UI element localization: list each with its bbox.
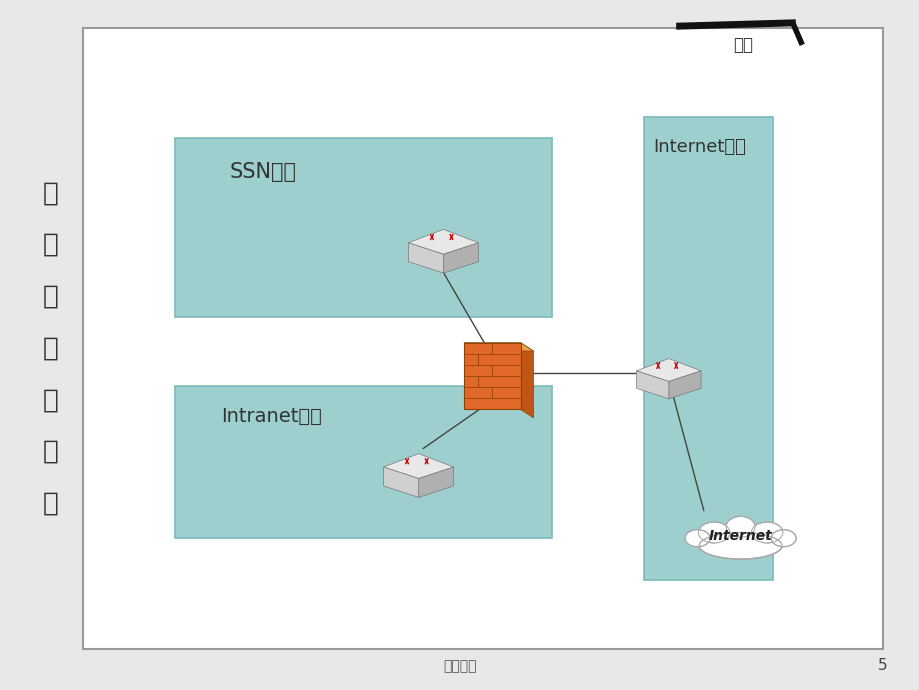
Polygon shape xyxy=(636,371,668,399)
Ellipse shape xyxy=(698,533,781,559)
Polygon shape xyxy=(383,453,453,478)
Text: Internet: Internet xyxy=(708,529,772,543)
Ellipse shape xyxy=(709,524,771,549)
Text: 验: 验 xyxy=(42,232,59,258)
Bar xyxy=(643,117,772,580)
Text: Intranet区域: Intranet区域 xyxy=(221,407,322,426)
Text: 大门: 大门 xyxy=(732,36,753,54)
Polygon shape xyxy=(408,229,478,254)
Text: 软件硬件: 软件硬件 xyxy=(443,659,476,673)
Text: 分: 分 xyxy=(42,335,59,362)
Bar xyxy=(175,138,551,317)
Ellipse shape xyxy=(770,530,795,546)
Polygon shape xyxy=(443,243,478,273)
Polygon shape xyxy=(520,343,533,418)
Text: 情: 情 xyxy=(42,439,59,465)
Text: 5: 5 xyxy=(878,658,887,673)
Text: SSN区域: SSN区域 xyxy=(230,162,297,182)
Polygon shape xyxy=(383,467,418,497)
Bar xyxy=(83,28,882,649)
Text: 布: 布 xyxy=(42,387,59,413)
Polygon shape xyxy=(636,359,700,382)
Text: 室: 室 xyxy=(42,284,59,310)
Text: 况: 况 xyxy=(42,491,59,517)
Bar xyxy=(175,386,551,538)
Ellipse shape xyxy=(698,522,729,543)
Text: Internet区域: Internet区域 xyxy=(652,138,745,156)
Bar xyxy=(463,343,520,409)
Polygon shape xyxy=(463,343,533,351)
Ellipse shape xyxy=(685,530,709,546)
Text: 实: 实 xyxy=(42,180,59,206)
Ellipse shape xyxy=(725,516,754,538)
Ellipse shape xyxy=(751,522,782,543)
Polygon shape xyxy=(668,371,700,399)
Polygon shape xyxy=(418,467,453,497)
Polygon shape xyxy=(408,243,443,273)
